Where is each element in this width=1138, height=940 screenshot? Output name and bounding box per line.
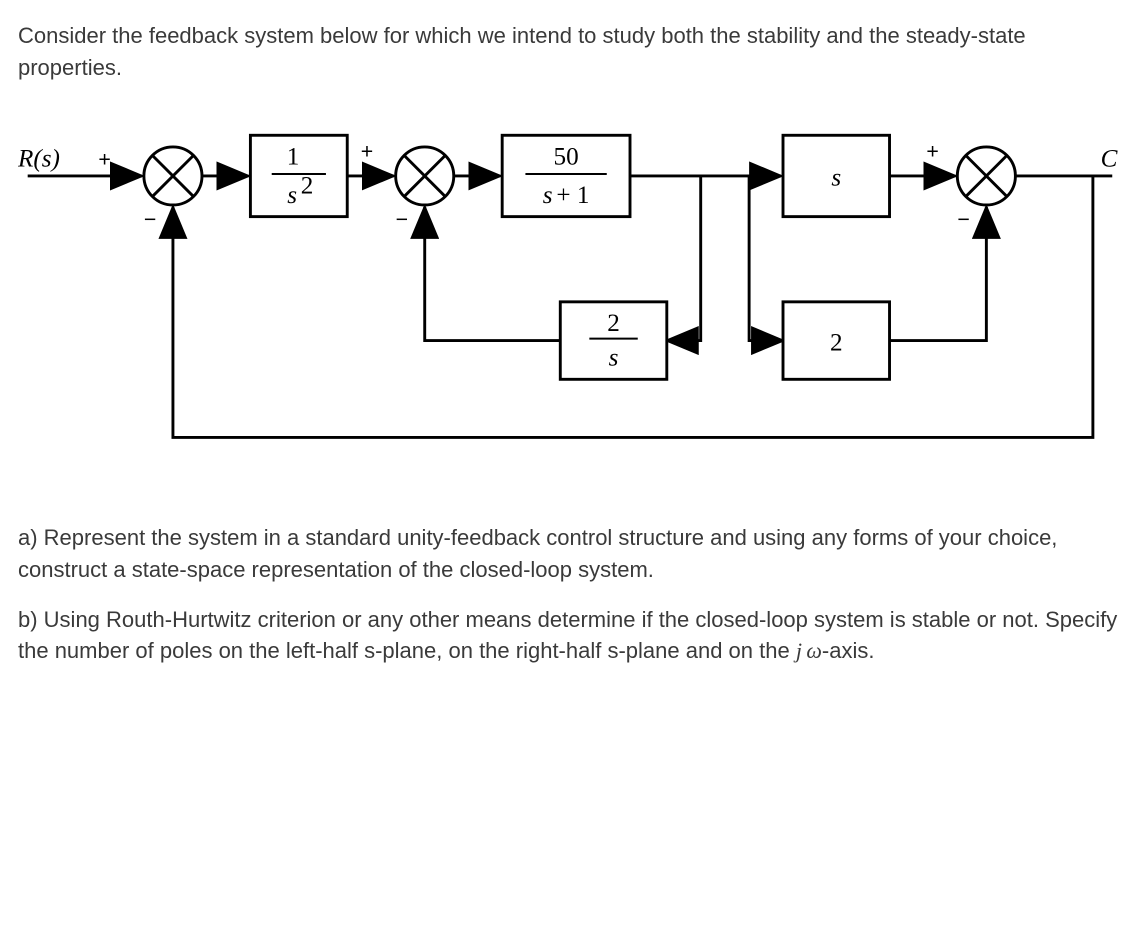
- svg-text:2: 2: [301, 172, 314, 199]
- sum2-plus: +: [361, 139, 373, 163]
- svg-text:2: 2: [607, 310, 620, 337]
- block-g2: 50 s+ 1: [502, 135, 630, 216]
- svg-text:1: 1: [287, 143, 300, 170]
- sum3-plus: +: [926, 139, 938, 163]
- svg-text:s: s: [287, 182, 297, 209]
- svg-text:s: s: [609, 345, 619, 372]
- sum1-minus: −: [144, 207, 156, 231]
- svg-text:2: 2: [830, 329, 843, 356]
- sum1-plus: +: [98, 147, 110, 171]
- part-b-after: -axis.: [822, 638, 875, 663]
- part-b-before: b) Using Routh-Hurtwitz criterion or any…: [18, 607, 1117, 664]
- part-b-math: j ω: [796, 638, 822, 663]
- input-label: R(s): [18, 145, 60, 172]
- part-b-text: b) Using Routh-Hurtwitz criterion or any…: [18, 604, 1120, 668]
- g2-den: s+ 1: [543, 182, 590, 209]
- summer-2: [396, 147, 454, 205]
- summer-1: [144, 147, 202, 205]
- svg-text:50: 50: [554, 143, 579, 170]
- output-label: C: [1101, 145, 1119, 172]
- sum3-minus: −: [957, 207, 969, 231]
- part-a-text: a) Represent the system in a standard un…: [18, 522, 1120, 586]
- sum2-minus: −: [396, 207, 408, 231]
- svg-text:s: s: [831, 164, 841, 191]
- block-g1: 1 s 2: [250, 135, 347, 216]
- block-diagram: R(s) + 1 s 2 + 50 s+ 1 s: [18, 112, 1120, 482]
- intro-text: Consider the feedback system below for w…: [18, 20, 1120, 84]
- block-g3: s: [783, 135, 890, 216]
- summer-3: [957, 147, 1015, 205]
